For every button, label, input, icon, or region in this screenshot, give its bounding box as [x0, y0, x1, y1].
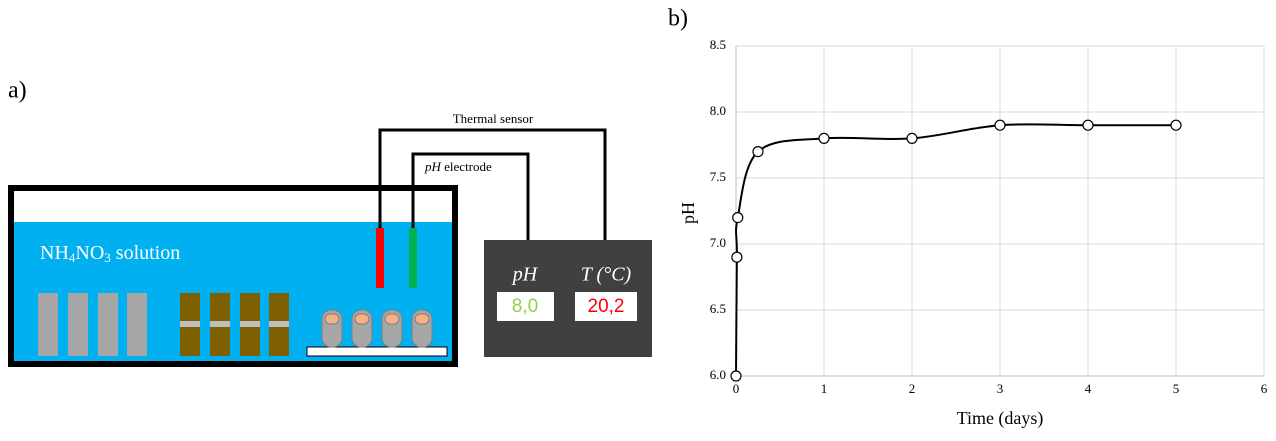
point — [731, 251, 743, 263]
point — [730, 370, 742, 382]
gray-samples — [38, 293, 147, 356]
x-tick-label: 6 — [1261, 381, 1268, 396]
thermal-label: Thermal sensor — [453, 111, 534, 126]
x-tick-label: 3 — [997, 381, 1004, 396]
y-tick-label: 8.0 — [710, 103, 726, 118]
wire — [411, 152, 530, 240]
plate — [306, 346, 448, 357]
ph-value: 8,0 — [512, 296, 538, 317]
tank — [8, 185, 458, 367]
y-tick-label: 8.5 — [710, 37, 726, 52]
x-tick-label: 0 — [733, 381, 740, 396]
brown-samples — [180, 293, 289, 356]
y-axis-label: pH — [678, 202, 698, 224]
x-axis-label: Time (days) — [957, 408, 1044, 429]
point — [906, 132, 918, 144]
display — [575, 292, 637, 321]
meter-header: T (°C) — [581, 264, 632, 286]
x-tick-label: 1 — [821, 381, 828, 396]
t-value: 20,2 — [588, 296, 625, 317]
y-tick-label: 7.0 — [710, 235, 726, 250]
y-tick-label: 6.5 — [710, 301, 726, 316]
ph-probe — [409, 228, 417, 288]
capsules — [321, 309, 433, 348]
x-tick-label: 2 — [909, 381, 916, 396]
point — [752, 146, 764, 158]
y-tick-label: 7.5 — [710, 169, 726, 184]
point — [1082, 119, 1094, 131]
point — [818, 132, 830, 144]
ph-label: pH electrode — [424, 159, 492, 174]
panel-label: a) — [8, 78, 27, 104]
chart: pH Time (days) — [678, 202, 1043, 429]
meter-header: pH — [511, 264, 539, 286]
thermal-probe — [376, 228, 384, 288]
line — [735, 123, 1176, 377]
display — [497, 292, 554, 321]
x-tick-label: 4 — [1085, 381, 1092, 396]
y-tick-label: 6.0 — [710, 367, 726, 382]
point — [1170, 119, 1182, 131]
panel-label: b) — [668, 6, 688, 32]
solution-label: NH4NO3 solution — [40, 242, 180, 265]
x-tick-label: 5 — [1173, 381, 1180, 396]
wire — [378, 128, 607, 240]
point — [994, 119, 1006, 131]
point — [732, 212, 744, 224]
